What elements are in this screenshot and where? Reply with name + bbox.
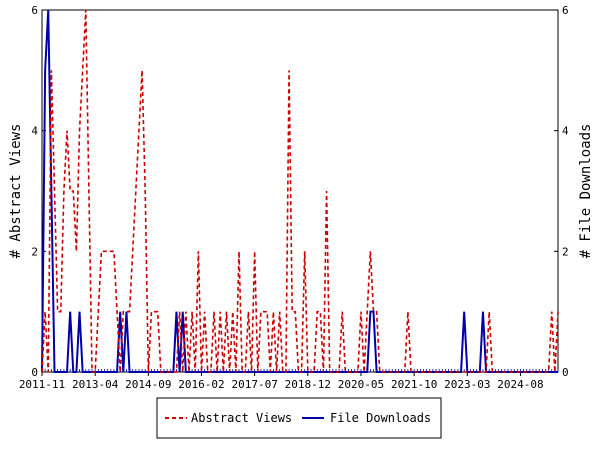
right-tick-label: 4	[562, 125, 569, 138]
x-tick-label: 2020-05	[338, 378, 384, 391]
x-tick-label: 2011-11	[19, 378, 65, 391]
x-tick-label: 2018-12	[285, 378, 331, 391]
x-tick-label: 2021-10	[391, 378, 437, 391]
left-axis-title: # Abstract Views	[8, 124, 24, 259]
right-tick-label: 0	[562, 366, 569, 379]
legend: Abstract Views File Downloads	[156, 397, 442, 439]
x-tick-label: 2023-03	[444, 378, 490, 391]
left-tick-label: 0	[31, 366, 38, 379]
x-axis: 2011-11 2013-04 2014-09 2016-02 2017-07 2018-…	[19, 369, 559, 391]
x-tick-label: 2013-04	[72, 378, 119, 391]
right-tick-label: 2	[562, 245, 569, 258]
left-tick-label: 2	[31, 245, 38, 258]
series-line-abstract-views	[41, 9, 559, 373]
x-tick-label: 2014-09	[125, 378, 171, 391]
left-tick-label: 6	[31, 4, 38, 17]
x-tick-label: 2024-08	[497, 378, 543, 391]
legend-label-abstract-views: Abstract Views	[191, 411, 292, 425]
legend-label-file-downloads: File Downloads	[330, 411, 431, 425]
x-tick-label: 2016-02	[178, 378, 224, 391]
legend-box	[156, 397, 442, 439]
right-tick-label: 6	[562, 4, 569, 17]
x-tick-label: 2017-07	[231, 378, 277, 391]
left-tick-label: 4	[31, 125, 38, 138]
series-layer	[41, 9, 559, 373]
right-axis-title: # File Downloads	[578, 124, 594, 259]
